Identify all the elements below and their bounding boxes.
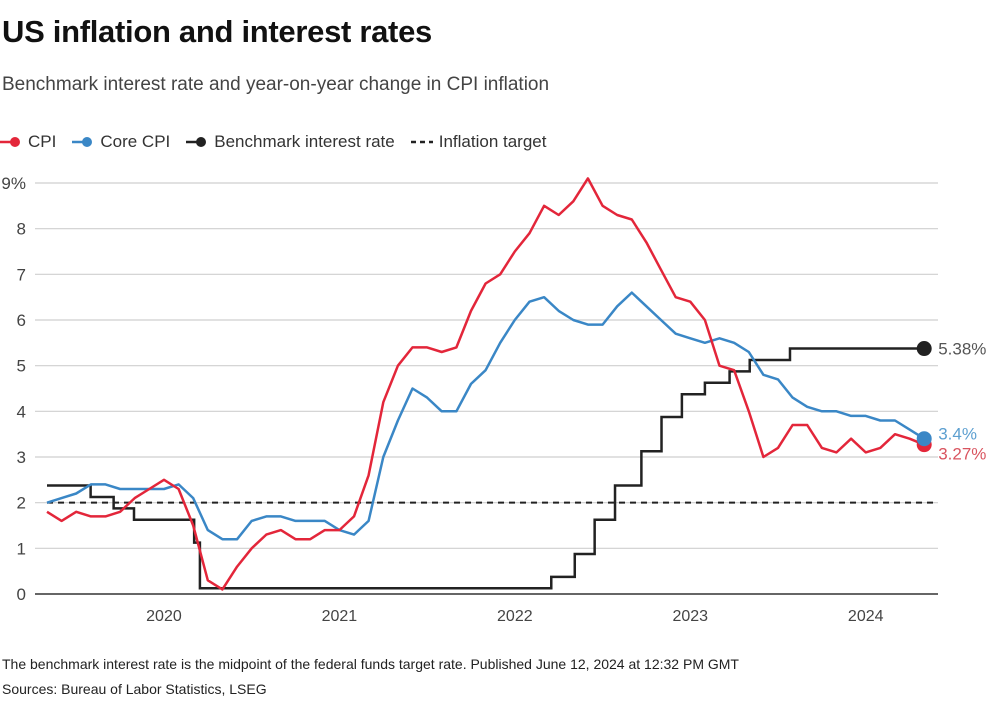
- x-tick-label: 2023: [672, 608, 708, 625]
- series-line-cpi: [46, 177, 925, 591]
- x-tick-label: 2024: [848, 608, 884, 625]
- y-tick-label: 8: [17, 220, 26, 239]
- legend-label: CPI: [28, 132, 57, 151]
- x-tick-label: 2021: [322, 608, 358, 625]
- y-tick-label: 4: [17, 402, 26, 421]
- x-tick-label: 2020: [146, 608, 182, 625]
- y-tick-label: 0: [17, 585, 26, 604]
- x-tick-label: 2022: [497, 608, 533, 625]
- legend-item-target: Inflation target: [410, 132, 547, 152]
- end-label-benchmark-interest-rate: 5.38%: [938, 340, 986, 359]
- y-tick-label: 9%: [1, 174, 26, 193]
- series-line-core-cpi: [46, 291, 925, 541]
- legend-item-core-cpi: Core CPI: [72, 132, 170, 152]
- chart-title: US inflation and interest rates: [2, 14, 432, 49]
- y-tick-label: 7: [17, 265, 26, 284]
- legend-label: Core CPI: [100, 132, 171, 151]
- end-label-cpi: 3.27%: [938, 445, 986, 464]
- y-tick-label: 3: [17, 448, 26, 467]
- end-marker-core-cpi: [916, 431, 932, 447]
- legend-swatch-target: [410, 140, 433, 144]
- legend-label: Inflation target: [438, 132, 547, 151]
- legend-item-rate: Benchmark interest rate: [186, 132, 395, 152]
- y-tick-label: 5: [17, 357, 26, 376]
- legend: CPI Core CPI Benchmark interest rate Inf…: [0, 132, 546, 152]
- series-line-benchmark-rate: [47, 347, 925, 590]
- legend-swatch-rate: [186, 137, 207, 147]
- y-tick-label: 1: [17, 539, 26, 558]
- y-tick-label: 2: [17, 494, 26, 513]
- chart-subtitle: Benchmark interest rate and year-on-year…: [2, 74, 550, 95]
- y-tick-label: 6: [17, 311, 26, 330]
- footer-note: The benchmark interest rate is the midpo…: [2, 656, 739, 672]
- legend-swatch-cpi: [0, 137, 20, 147]
- legend-swatch-core-cpi: [72, 137, 93, 147]
- legend-item-cpi: CPI: [0, 132, 56, 152]
- legend-label: Benchmark interest rate: [214, 132, 395, 151]
- end-marker-benchmark-interest-rate: [916, 341, 932, 357]
- footer-sources: Sources: Bureau of Labor Statistics, LSE…: [2, 681, 267, 697]
- end-label-core-cpi: 3.4%: [938, 425, 977, 444]
